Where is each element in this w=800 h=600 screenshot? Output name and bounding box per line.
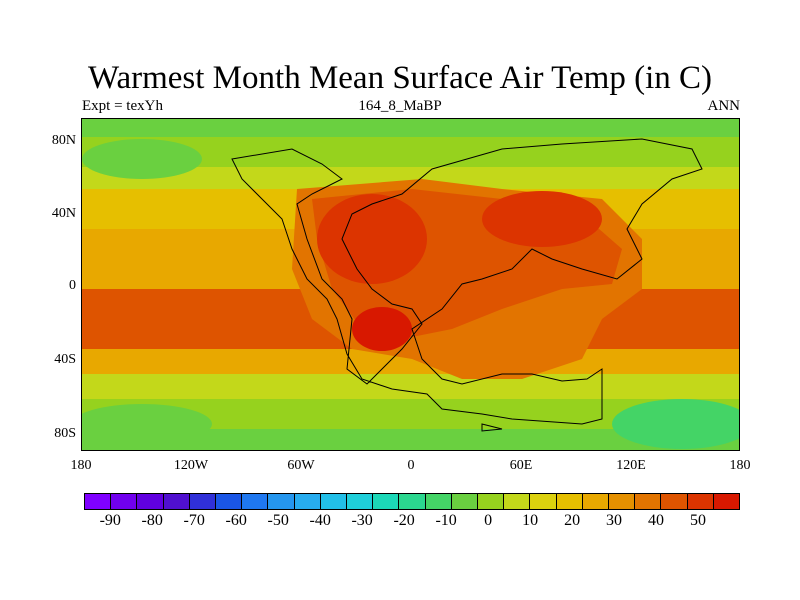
lat-label-80s: 80S [54,426,76,441]
colorbar-swatch [661,494,688,509]
colorbar-label: -60 [225,512,247,529]
colorbar-label: -90 [99,512,121,529]
colorbar-swatch [582,494,610,509]
lat-label-40s: 40S [54,352,76,367]
colorbar-swatch [609,494,636,509]
colorbar-swatch [111,494,138,509]
lon-label-120w: 120W [173,458,209,473]
colorbar-swatch [451,494,479,509]
colorbar-swatch [189,494,217,509]
colorbar-swatch [268,494,295,509]
colorbar-swatch [504,494,531,509]
colorbar-label: -40 [309,512,331,529]
colorbar-swatch [556,494,583,509]
colorbar-swatch [294,494,321,509]
colorbar-swatch [347,494,374,509]
lat-label-0: 0 [69,278,76,293]
lon-label-60e: 60E [509,458,533,473]
colorbar-swatch [85,494,112,509]
lat-label-80n: 80N [51,133,76,148]
lon-label-180e: 180 [729,458,751,473]
colorbar-label: -70 [183,512,205,529]
colorbar-swatch [399,494,426,509]
colorbar-swatch [478,494,505,509]
colorbar-label: -80 [141,512,163,529]
lon-label-180w: 180 [70,458,92,473]
plot-title: Warmest Month Mean Surface Air Temp (in … [87,60,713,96]
lon-label-120e: 120E [616,458,646,473]
colorbar-swatch [635,494,662,509]
season-label: ANN [707,98,741,114]
colorbar-swatch [242,494,269,509]
lon-label-60w: 60W [287,458,315,473]
experiment-label: Expt = texYh [82,98,163,114]
map-field [82,119,739,450]
colorbar-swatch [530,494,557,509]
colorbar-swatch [163,494,190,509]
colorbar-label: 0 [484,512,493,529]
lon-label-0: 0 [407,458,415,473]
time-period-label: 164_8_MaBP [358,98,442,114]
colorbar-swatch [373,494,400,509]
colorbar-swatch [425,494,452,509]
lat-label-40n: 40N [51,206,76,221]
colorbar-label: 20 [564,512,581,529]
colorbar [84,493,740,510]
colorbar-label: 40 [648,512,665,529]
colorbar-label: -10 [435,512,457,529]
colorbar-swatch [137,494,164,509]
colorbar-label: -30 [351,512,373,529]
colorbar-label: -50 [267,512,289,529]
colorbar-swatch [320,494,348,509]
colorbar-swatch [216,494,243,509]
colorbar-label: 50 [690,512,707,529]
colorbar-label: 30 [606,512,623,529]
temperature-map [81,118,740,451]
colorbar-label: 10 [522,512,539,529]
colorbar-swatch [687,494,714,509]
colorbar-swatch [713,494,740,509]
colorbar-label: -20 [393,512,415,529]
